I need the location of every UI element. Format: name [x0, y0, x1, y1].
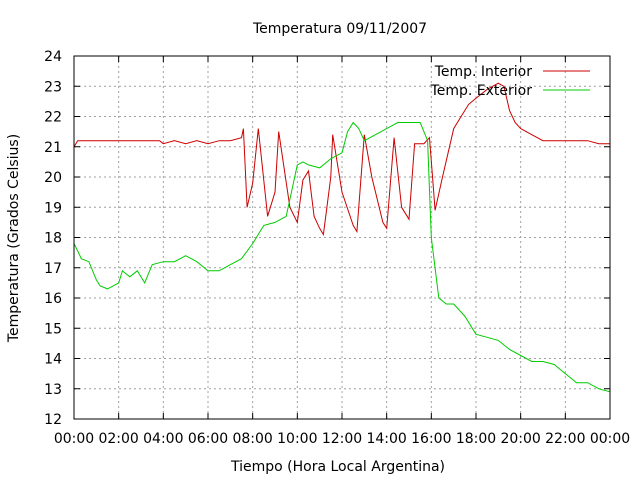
x-tick-label: 18:00	[456, 431, 496, 447]
series-line-temp-interior	[73, 82, 610, 236]
x-tick-label: 02:00	[98, 431, 138, 447]
y-tick-label: 24	[44, 49, 62, 65]
x-tick-label: 10:00	[277, 431, 317, 447]
y-tick-label: 21	[44, 140, 62, 156]
tick-labels: 00:00 02:00 04:00 06:00 08:00 10:00 12:00 14:00…	[44, 49, 630, 447]
legend-label-temp-interior: Temp. Interior	[434, 64, 533, 80]
x-axis-label: Tiempo (Hora Local Argentina)	[230, 459, 445, 475]
x-tick-label: 22:00	[545, 431, 585, 447]
y-tick-label: 13	[44, 382, 62, 398]
x-tick-label: 12:00	[322, 431, 362, 447]
y-tick-label: 17	[44, 261, 62, 277]
y-tick-label: 16	[44, 291, 62, 307]
y-tick-label: 22	[44, 110, 62, 126]
x-tick-label: 00:00	[54, 431, 94, 447]
x-tick-label: 04:00	[143, 431, 183, 447]
y-tick-label: 14	[44, 352, 62, 368]
legend: Temp. Interior Temp. Exterior	[430, 64, 590, 99]
x-tick-label: 00:00	[590, 431, 630, 447]
y-tick-label: 20	[44, 170, 62, 186]
plot-frame	[73, 55, 611, 420]
legend-label-temp-exterior: Temp. Exterior	[430, 83, 533, 99]
chart-title: Temperatura 09/11/2007	[252, 21, 427, 37]
y-tick-label: 23	[44, 79, 62, 95]
y-axis-label: Temperatura (Grados Celsius)	[6, 134, 22, 343]
x-tick-label: 16:00	[411, 431, 451, 447]
x-tick-label: 06:00	[188, 431, 228, 447]
y-tick-label: 12	[44, 412, 62, 428]
y-tick-label: 15	[44, 321, 62, 337]
x-tick-label: 08:00	[232, 431, 272, 447]
y-tick-label: 19	[44, 200, 62, 216]
series-line-temp-exterior	[73, 121, 611, 393]
x-tick-label: 20:00	[500, 431, 540, 447]
x-tick-label: 14:00	[366, 431, 406, 447]
series-group	[73, 82, 611, 393]
y-tick-label: 18	[44, 231, 62, 247]
